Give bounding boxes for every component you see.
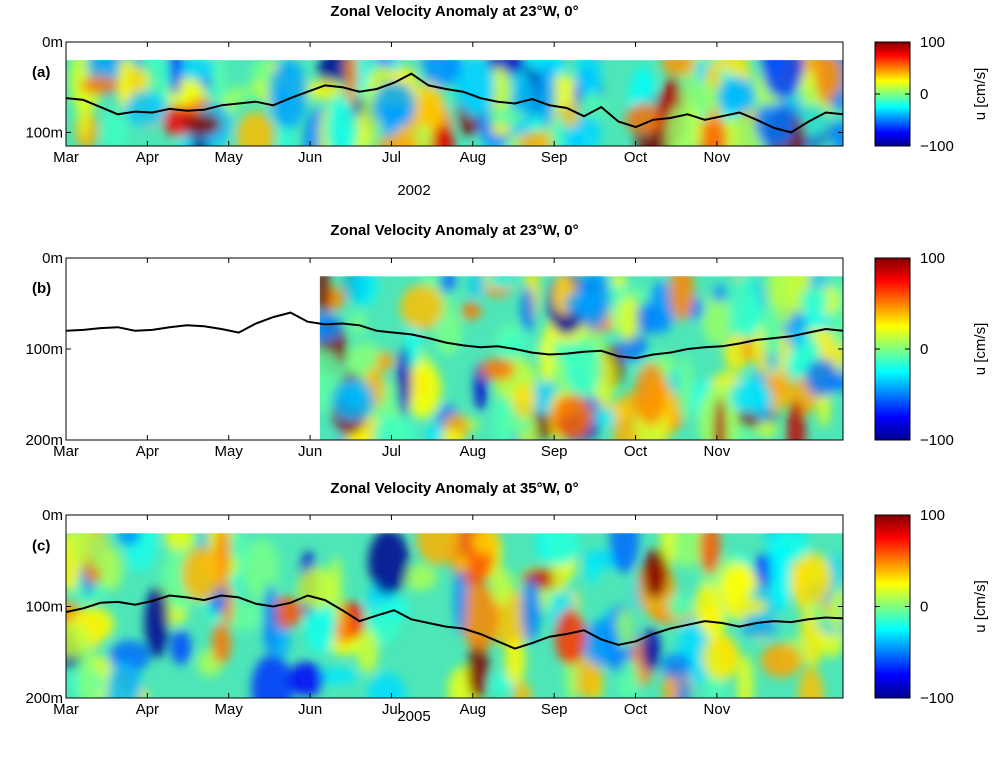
velocity-field bbox=[319, 276, 843, 441]
y-tick-label: 100m bbox=[25, 599, 63, 616]
depth-line bbox=[65, 311, 844, 360]
x-tick-label: Sep bbox=[541, 443, 568, 460]
colorbar-tick-label: 100 bbox=[920, 507, 945, 524]
colorbar-tick-label: 0 bbox=[920, 599, 928, 616]
x-tick-label: Oct bbox=[624, 443, 648, 460]
colorbar: 100 0 −100 u [cm/s] bbox=[874, 507, 989, 707]
x-tick-label: Nov bbox=[704, 443, 731, 460]
colorbar-label: u [cm/s] bbox=[972, 68, 989, 121]
colorbar-gradient bbox=[874, 257, 911, 441]
x-tick-label: Apr bbox=[136, 149, 159, 166]
x-tick-label: Jul bbox=[382, 701, 401, 718]
x-tick-label: May bbox=[215, 149, 244, 166]
colorbar: 100 0 −100 u [cm/s] bbox=[874, 250, 989, 449]
x-tick-label: Nov bbox=[704, 701, 731, 718]
x-tick-label: Oct bbox=[624, 149, 648, 166]
velocity-field bbox=[66, 533, 843, 698]
colorbar-tick-label: 100 bbox=[920, 250, 945, 267]
x-tick-label: Jun bbox=[298, 701, 322, 718]
colorbar-label: u [cm/s] bbox=[972, 323, 989, 376]
colorbar-gradient bbox=[874, 41, 911, 147]
x-tick-label: Jul bbox=[382, 443, 401, 460]
depth-line bbox=[65, 72, 844, 134]
y-tick-label: 0m bbox=[42, 507, 63, 524]
x-tick-label: Sep bbox=[541, 701, 568, 718]
panel-title: Zonal Velocity Anomaly at 23°W, 0° bbox=[330, 3, 578, 20]
colorbar-tick-label: 0 bbox=[920, 86, 928, 103]
x-tick-label: Sep bbox=[541, 149, 568, 166]
panel-title: Zonal Velocity Anomaly at 23°W, 0° bbox=[330, 222, 578, 239]
x-tick-label: Jun bbox=[298, 443, 322, 460]
colorbar-tick-label: 100 bbox=[920, 34, 945, 51]
panel-1: Zonal Velocity Anomaly at 23°W, 0° Mar Apr… bbox=[25, 222, 989, 460]
colorbar-tick-label: 0 bbox=[920, 341, 928, 358]
colorbar-tick-label: −100 bbox=[920, 432, 954, 449]
x-tick-label: Jun bbox=[298, 149, 322, 166]
panel-label: (b) bbox=[32, 280, 51, 297]
x-tick-label: Aug bbox=[459, 443, 486, 460]
panel-label: (a) bbox=[32, 64, 50, 81]
panel-label: (c) bbox=[32, 537, 50, 554]
x-tick-label: Aug bbox=[459, 149, 486, 166]
x-tick-label: May bbox=[215, 701, 244, 718]
x-tick-label: May bbox=[215, 443, 244, 460]
y-tick-label: 0m bbox=[42, 34, 63, 51]
year-label: 2002 bbox=[397, 182, 430, 199]
x-tick-label: Apr bbox=[136, 701, 159, 718]
year-label: 2005 bbox=[397, 708, 430, 725]
x-tick-label: Mar bbox=[53, 149, 79, 166]
x-tick-label: Apr bbox=[136, 443, 159, 460]
x-tick-label: Nov bbox=[704, 149, 731, 166]
colorbar-label: u [cm/s] bbox=[972, 580, 989, 633]
y-tick-label: 100m bbox=[25, 124, 63, 141]
y-tick-label: 100m bbox=[25, 341, 63, 358]
x-tick-label: Jul bbox=[382, 149, 401, 166]
x-tick-label: Mar bbox=[53, 701, 79, 718]
x-tick-label: Oct bbox=[624, 701, 648, 718]
colorbar: 100 0 −100 u [cm/s] bbox=[874, 34, 989, 155]
axes-frame bbox=[65, 41, 844, 147]
velocity-field bbox=[66, 60, 843, 146]
x-tick-label: Aug bbox=[459, 701, 486, 718]
y-tick-label: 0m bbox=[42, 250, 63, 267]
panel-title: Zonal Velocity Anomaly at 35°W, 0° bbox=[330, 480, 578, 497]
y-tick-label: 200m bbox=[25, 690, 63, 707]
x-tick-label: Mar bbox=[53, 443, 79, 460]
y-tick-label: 200m bbox=[25, 432, 63, 449]
panel-0: Zonal Velocity Anomaly at 23°W, 0° Mar Apr… bbox=[25, 3, 989, 199]
depth-line bbox=[65, 594, 844, 650]
panel-2: Zonal Velocity Anomaly at 35°W, 0° Mar Apr… bbox=[25, 480, 989, 725]
colorbar-tick-label: −100 bbox=[920, 690, 954, 707]
colorbar-gradient bbox=[874, 514, 911, 699]
colorbar-tick-label: −100 bbox=[920, 138, 954, 155]
